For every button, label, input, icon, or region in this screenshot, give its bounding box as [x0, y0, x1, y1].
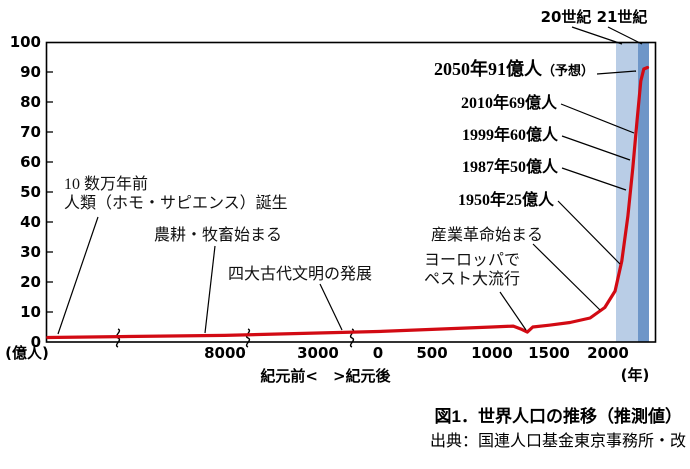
band-21st-century	[638, 42, 649, 342]
leader-plague	[499, 291, 527, 331]
y-axis-ticks	[46, 71, 53, 313]
y-tick-label-50: 50	[20, 183, 41, 201]
plot-border	[45, 41, 657, 343]
y-tick-label-70: 70	[20, 123, 41, 141]
era-axis-note: 紀元前< >紀元後	[260, 367, 391, 385]
y-tick-label-40: 40	[20, 213, 41, 231]
annotation-2010: 2010年69億人	[460, 95, 557, 112]
band-20th-century	[616, 42, 638, 342]
x-tick-0: 0	[372, 344, 384, 362]
y-tick-label-10: 10	[20, 303, 41, 321]
y-tick-label-100: 100	[9, 33, 41, 51]
leader-21st-century	[607, 26, 643, 45]
x-tick-8000bc: 8000	[204, 344, 246, 362]
annotation-1950: 1950年25億人	[457, 192, 554, 209]
label-21st-century: 21世紀	[596, 8, 648, 26]
leader-2010	[560, 103, 635, 134]
y-tick-label-20: 20	[20, 273, 41, 291]
annotation-2050-note: （予想）	[541, 63, 594, 78]
figure-caption-source: 出典：国連人口基金東京事務所・改	[429, 433, 686, 450]
annotation-leader-lines	[57, 26, 643, 335]
annotation-plague: ヨーロッパで ペスト大流行	[424, 252, 521, 288]
y-axis-unit-label: (億人)	[5, 344, 49, 362]
leader-homo-sapiens	[57, 216, 99, 335]
annotation-ancient-civilizations: 四大古代文明の発展	[228, 266, 373, 283]
y-tick-label-0: 0	[30, 333, 41, 351]
annotation-industrial-revolution: 産業革命始まる	[430, 227, 543, 244]
axis-break-2	[245, 328, 251, 348]
y-tick-label-80: 80	[20, 93, 41, 111]
figure-caption-title: 図1．世界人口の推移（推測値）	[434, 407, 682, 426]
leader-ancient-civilizations	[319, 283, 343, 331]
leader-agriculture	[204, 245, 216, 334]
leader-1999	[561, 135, 631, 161]
annotation-2050: 2050年91億人（予想）	[434, 60, 594, 80]
annotation-2050-label: 2050年91億人	[433, 59, 542, 79]
leader-1950	[557, 200, 621, 265]
annotation-agriculture: 農耕・牧畜始まる	[154, 227, 283, 244]
leader-1987	[561, 167, 627, 191]
x-tick-500: 500	[416, 344, 448, 362]
leader-industrial-revolution	[532, 243, 601, 311]
x-tick-1000: 1000	[471, 344, 513, 362]
leader-20th-century	[571, 26, 623, 45]
x-tick-3000bc: 3000	[297, 344, 339, 362]
population-curve	[46, 65, 650, 340]
y-tick-label-30: 30	[20, 243, 41, 261]
annotation-1987: 1987年50億人	[461, 159, 558, 176]
leader-2050	[596, 70, 637, 75]
annotation-homo-sapiens: 10 数万年前 人類（ホモ・サピエンス）誕生	[64, 176, 288, 212]
x-tick-1500: 1500	[528, 344, 570, 362]
x-axis-unit-label: (年)	[620, 366, 650, 384]
y-tick-label-60: 60	[20, 153, 41, 171]
x-tick-2000: 2000	[587, 344, 629, 362]
label-20th-century: 20世紀	[540, 8, 592, 26]
annotation-1999: 1999年60億人	[461, 127, 558, 144]
y-tick-label-90: 90	[20, 63, 41, 81]
